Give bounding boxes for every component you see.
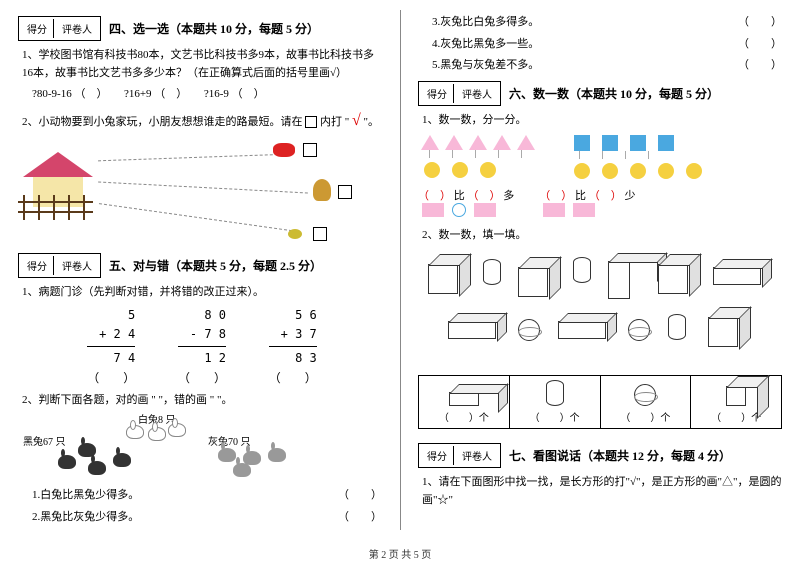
checkmark-icon: √ [352,112,361,129]
left-column: 得分 评卷人 四、选一选（本题共 10 分，每题 5 分） 1、学校图书馆有科技… [0,0,400,545]
grader-label: 评卷人 [456,84,498,103]
q4-2b: 内打 " [320,116,349,128]
compare-more: （ ） 比 （ ） 多 [418,187,514,217]
section-7-head: 得分 评卷人 七、看图说话（本题共 12 分，每题 4 分） [418,443,782,468]
prob-2: 8 0- 7 81 2 （ ） [178,306,226,388]
grader-label: 评卷人 [56,256,98,275]
q6-2-text: 2、数一数，填一填。 [422,227,782,245]
section-4-head: 得分 评卷人 四、选一选（本题共 10 分，每题 5 分） [18,16,382,41]
q4-2c: "。 [364,116,380,128]
page-footer: 第 2 页 共 5 页 [0,546,800,561]
section-6-head: 得分 评卷人 六、数一数（本题共 10 分，每题 5 分） [418,81,782,106]
grader-label: 评卷人 [456,446,498,465]
grader-label: 评卷人 [56,19,98,38]
section-5-title: 五、对与错（本题共 5 分，每题 2.5 分） [109,257,322,274]
count-cell-cuboid[interactable]: （ ）个 [419,375,510,428]
paren[interactable]: （ ） [738,57,782,75]
box-icon [305,116,317,128]
bee-checkbox[interactable] [313,227,327,241]
q4-1-options: ?80-9-16 （ ） ?16+9 （ ） ?16-9 （ ） [32,86,382,104]
compare-less: （ ） 比 （ ） 少 [539,187,635,217]
arithmetic-problems: 5+ 2 47 4 （ ） 8 0- 7 81 2 （ ） 5 6+ 3 78 … [22,306,382,388]
count-table: （ ）个 （ ）个 （ ）个 （ ）个 [418,375,782,429]
q5-1-text: 1、病题门诊（先判断对错，并将错的改正过来）。 [22,284,382,302]
score-label: 得分 [421,84,454,103]
section-6-title: 六、数一数（本题共 10 分，每题 5 分） [509,85,719,102]
prob-3: 5 6+ 3 78 3 （ ） [269,306,317,388]
q7-1-text: 1、请在下面图形中找一找，是长方形的打"√"，是正方形的画"△"，是圆的画"☆" [422,474,782,509]
paren[interactable]: （ ） [338,487,382,505]
black-rabbit-label: 黑兔67 只 [23,433,66,448]
q5-2-text: 2、判断下面各题，对的画 " "，错的画 " "。 [22,392,382,410]
section-5-head: 得分 评卷人 五、对与错（本题共 5 分，每题 2.5 分） [18,253,382,278]
section-4-title: 四、选一选（本题共 10 分，每题 5 分） [109,20,319,37]
score-label: 得分 [21,19,54,38]
crab-checkbox[interactable] [303,143,317,157]
rooster-checkbox[interactable] [338,185,352,199]
paren[interactable]: （ ） [269,369,317,388]
q5-2-item1: 1.白兔比黑兔少得多。 （ ） [32,487,382,505]
paren[interactable]: （ ） [738,14,782,32]
q5-2-item3: 3.灰兔比白兔多得多。（ ） [432,14,782,32]
rooster-icon [313,179,331,201]
shapes-row-1 [418,135,782,179]
bee-icon [288,229,302,239]
q5-2-item5: 5.黑兔与灰兔差不多。（ ） [432,57,782,75]
q5-2-item2: 2.黑兔比灰兔少得多。 （ ） [32,509,382,527]
opt-a: ?80-9-16 （ ） [32,88,107,100]
opt-c: ?16-9 （ ） [204,88,265,100]
section-7-title: 七、看图说话（本题共 12 分，每题 4 分） [509,447,731,464]
gray-rabbit-label: 灰兔70 只 [208,433,251,448]
q4-1-text: 1、学校图书馆有科技书80本，文艺书比科技书多9本，故事书比科技书多16本，故事… [22,47,382,82]
animals-illustration [18,137,382,247]
crab-icon [273,143,295,157]
q4-2a: 2、小动物要到小兔家玩，小朋友想想谁走的路最短。请在 [22,116,303,128]
opt-b: ?16+9 （ ） [124,88,187,100]
q4-2-text: 2、小动物要到小兔家玩，小朋友想想谁走的路最短。请在 内打 " √ "。 [22,108,382,134]
q5-2-item4: 4.灰兔比黑兔多一些。（ ） [432,36,782,54]
score-label: 得分 [421,446,454,465]
paren[interactable]: （ ） [178,369,226,388]
paren[interactable]: （ ） [738,36,782,54]
triangles-group [418,135,538,179]
squares-group [568,135,708,179]
prob-1: 5+ 2 47 4 （ ） [87,306,135,388]
fence-icon [18,195,93,220]
rabbits-illustration: 白兔8 只 黑兔67 只 灰兔70 只 [18,413,382,483]
score-box: 得分 评卷人 [418,443,501,468]
count-cell-sphere[interactable]: （ ）个 [600,375,691,428]
solids-illustration [418,249,782,369]
score-box: 得分 评卷人 [418,81,501,106]
q6-1-text: 1、数一数，分一分。 [422,112,782,130]
score-box: 得分 评卷人 [18,16,101,41]
count-cell-cylinder[interactable]: （ ）个 [509,375,600,428]
count-cell-cube[interactable]: （ ）个 [691,375,782,428]
right-column: 3.灰兔比白兔多得多。（ ） 4.灰兔比黑兔多一些。（ ） 5.黑兔与灰兔差不多… [400,0,800,545]
score-label: 得分 [21,256,54,275]
score-box: 得分 评卷人 [18,253,101,278]
paren[interactable]: （ ） [338,509,382,527]
paren[interactable]: （ ） [87,369,135,388]
compare-row: （ ） 比 （ ） 多 （ ） 比 （ ） 少 [418,187,782,217]
